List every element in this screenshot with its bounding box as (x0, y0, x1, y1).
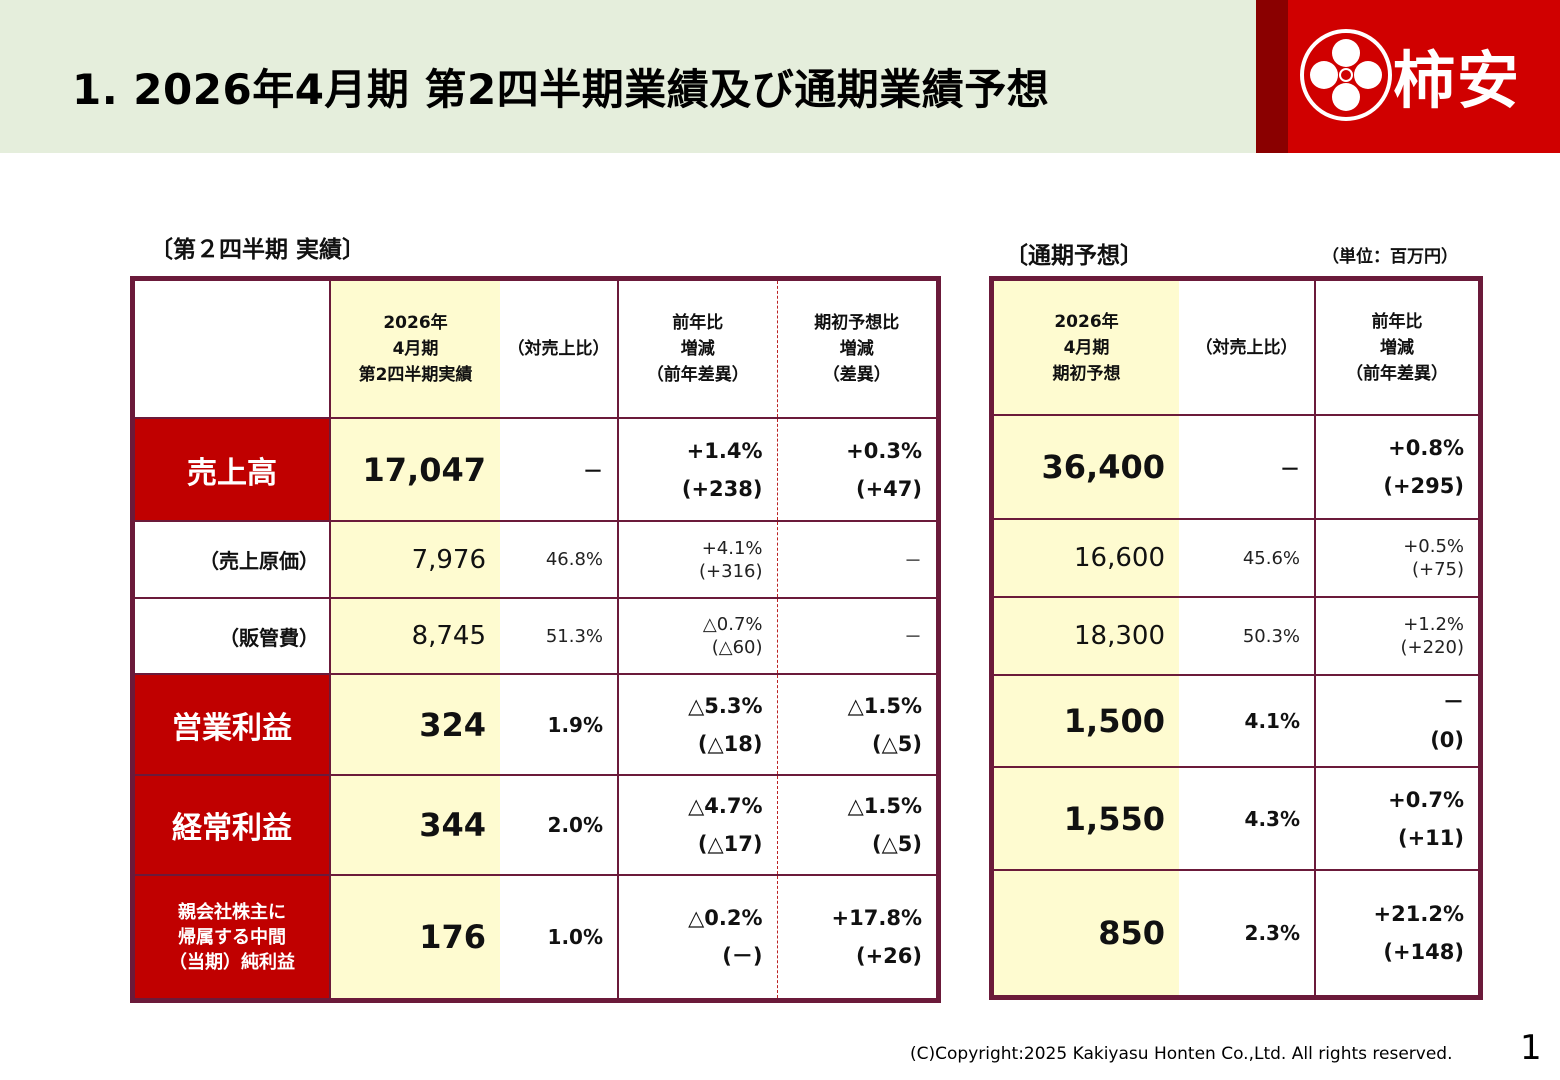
col-header-vs-plan: 期初予想比 増減 （差異） (776, 279, 938, 419)
yoy-cell: +1.2% (+220) (1314, 596, 1480, 676)
yoy-cell: △0.7% (△60) (617, 597, 777, 675)
ratio-cell: 45.6% (1179, 518, 1316, 598)
value-cell: 176 (329, 874, 500, 1000)
copyright-text: (C)Copyright:2025 Kakiyasu Honten Co.,Lt… (910, 1044, 1453, 1064)
ratio-cell: 1.9% (500, 673, 619, 776)
col-header-result: 2026年 4月期 第2四半期実績 (329, 279, 500, 419)
ratio-cell: 2.3% (1179, 869, 1316, 997)
logo-accent-bar (1256, 0, 1288, 153)
table-row: 16,600 45.6% +0.5% (+75) (992, 518, 1480, 598)
table-row: 1,550 4.3% +0.7% (+11) (992, 766, 1480, 871)
yoy-cell: +1.4% (+238) (617, 417, 777, 522)
q2-results-table: 2026年 4月期 第2四半期実績 （対売上比） 前年比 増減 （前年差異） 期初予想比… (130, 276, 941, 1003)
yoy-cell: △0.2% (－) (617, 874, 777, 1000)
value-cell: 324 (329, 673, 500, 776)
table-row: 経常利益 344 2.0% △4.7% (△17) △1.5% (△5) (133, 774, 938, 876)
yoy-cell: － (0) (1314, 674, 1480, 768)
row-label-net-income: 親会社株主に 帰属する中間 （当期）純利益 (133, 874, 331, 1000)
table-row: 1,500 4.1% － (0) (992, 674, 1480, 768)
yoy-cell: +4.1% (+316) (617, 520, 777, 599)
plan-cell: +0.3% (+47) (776, 417, 938, 522)
fy-forecast-table: 2026年 4月期 期初予想 （対売上比） 前年比 増減 （前年差異） 36,400 －… (989, 276, 1483, 1000)
company-logo: 柿安 (1288, 0, 1560, 153)
table-row: 36,400 － +0.8% (+295) (992, 414, 1480, 520)
col-header-ratio: （対売上比） (500, 279, 619, 419)
page-number: 1 (1520, 1028, 1542, 1068)
q2-section-title: 〔第２四半期 実績〕 (150, 237, 366, 263)
yoy-cell: +0.5% (+75) (1314, 518, 1480, 598)
col-header-yoy: 前年比 増減 （前年差異） (1314, 279, 1480, 416)
fy-section-title: 〔通期予想〕 (1005, 243, 1143, 269)
row-label-sga: （販管費） (133, 597, 331, 675)
plan-cell: △1.5% (△5) (776, 673, 938, 776)
row-label-operating-profit: 営業利益 (133, 673, 331, 776)
ratio-cell: 46.8% (500, 520, 619, 599)
table-row: 売上高 17,047 － +1.4% (+238) +0.3% (+47) (133, 417, 938, 522)
ratio-cell: 50.3% (1179, 596, 1316, 676)
page-title: 1. 2026年4月期 第2四半期業績及び通期業績予想 (72, 65, 1050, 114)
ratio-cell: 2.0% (500, 774, 619, 876)
yoy-cell: △5.3% (△18) (617, 673, 777, 776)
plan-cell: +17.8% (+26) (776, 874, 938, 1000)
table-row: （売上原価） 7,976 46.8% +4.1% (+316) － (133, 520, 938, 599)
value-cell: 1,500 (992, 674, 1179, 768)
plan-cell: － (776, 520, 938, 599)
table-row: 営業利益 324 1.9% △5.3% (△18) △1.5% (△5) (133, 673, 938, 776)
value-cell: 16,600 (992, 518, 1179, 598)
ratio-cell: 4.1% (1179, 674, 1316, 768)
value-cell: 1,550 (992, 766, 1179, 871)
unit-label: （単位：百万円） (1322, 247, 1458, 267)
table-header-row: 2026年 4月期 第2四半期実績 （対売上比） 前年比 増減 （前年差異） 期初予想比… (133, 279, 938, 419)
ratio-cell: 51.3% (500, 597, 619, 675)
yoy-cell: △4.7% (△17) (617, 774, 777, 876)
yoy-cell: +21.2% (+148) (1314, 869, 1480, 997)
ratio-cell: 1.0% (500, 874, 619, 1000)
col-header-forecast: 2026年 4月期 期初予想 (992, 279, 1179, 416)
row-label-sales: 売上高 (133, 417, 331, 522)
value-cell: 8,745 (329, 597, 500, 675)
value-cell: 850 (992, 869, 1179, 997)
header-bar (0, 0, 1256, 153)
value-cell: 18,300 (992, 596, 1179, 676)
col-header-yoy: 前年比 増減 （前年差異） (617, 279, 777, 419)
row-label-cogs: （売上原価） (133, 520, 331, 599)
flower-crest-icon (1300, 29, 1392, 121)
table-row: 親会社株主に 帰属する中間 （当期）純利益 176 1.0% △0.2% (－) +1… (133, 874, 938, 1000)
value-cell: 7,976 (329, 520, 500, 599)
ratio-cell: 4.3% (1179, 766, 1316, 871)
row-label-ordinary-profit: 経常利益 (133, 774, 331, 876)
logo-text: 柿安 (1393, 44, 1522, 117)
table-row: 18,300 50.3% +1.2% (+220) (992, 596, 1480, 676)
col-header-ratio: （対売上比） (1179, 279, 1316, 416)
plan-cell: △1.5% (△5) (776, 774, 938, 876)
value-cell: 344 (329, 774, 500, 876)
corner-cell (133, 279, 331, 419)
value-cell: 17,047 (329, 417, 500, 522)
yoy-cell: +0.7% (+11) (1314, 766, 1480, 871)
value-cell: 36,400 (992, 414, 1179, 520)
plan-cell: － (776, 597, 938, 675)
yoy-cell: +0.8% (+295) (1314, 414, 1480, 520)
table-row: （販管費） 8,745 51.3% △0.7% (△60) － (133, 597, 938, 675)
ratio-cell: － (1179, 414, 1316, 520)
ratio-cell: － (500, 417, 619, 522)
table-row: 850 2.3% +21.2% (+148) (992, 869, 1480, 997)
table-header-row: 2026年 4月期 期初予想 （対売上比） 前年比 増減 （前年差異） (992, 279, 1480, 416)
